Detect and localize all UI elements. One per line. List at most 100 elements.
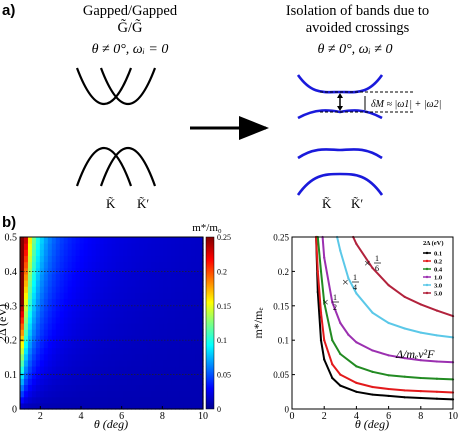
heatmap-cell (171, 384, 176, 392)
heatmap-cell (99, 372, 105, 379)
heatmap-cell (20, 310, 25, 318)
heatmap-cell (127, 353, 132, 361)
heatmap-cell (199, 323, 204, 330)
heatmap-cell (47, 255, 53, 263)
line-y-tick-label: 0 (285, 405, 290, 415)
heatmap-cell (103, 280, 109, 287)
heatmap-cell (139, 286, 144, 293)
heatmap-cell (51, 335, 57, 343)
heatmap-cell (143, 323, 148, 330)
heatmap-cell (199, 384, 204, 392)
heatmap-cell (115, 286, 121, 293)
heatmap-cell (139, 261, 144, 269)
annot-den-sixth: 6 (375, 264, 379, 273)
heatmap-cell (59, 378, 65, 386)
heatmap-cell (179, 366, 184, 373)
heatmap-cell (91, 243, 97, 250)
heatmap-cell (99, 335, 105, 343)
heatmap-cell (139, 402, 144, 410)
heatmap-cell (35, 316, 41, 324)
heatmap-cell (155, 353, 160, 361)
heatmap-cell (159, 347, 164, 355)
heatmap-cell (111, 237, 117, 244)
heatmap-cell (51, 286, 57, 293)
heatmap-cell (119, 390, 125, 398)
heatmap-cell (75, 255, 81, 263)
heatmap-cell (171, 353, 176, 361)
heatmap-cell (115, 347, 121, 355)
heatmap-cell (115, 390, 121, 398)
heatmap-cell (179, 353, 184, 361)
heatmap-cell (139, 298, 144, 306)
heatmap-cell (75, 366, 81, 373)
series-point (371, 266, 374, 270)
heatmap-cell (179, 310, 184, 318)
heatmap-cell (187, 298, 192, 306)
heatmap-cell (59, 384, 65, 392)
heatmap-cell (43, 237, 49, 244)
heatmap-cell (191, 359, 196, 367)
heatmap-cell (59, 310, 65, 318)
heatmap-cell (179, 292, 184, 300)
heatmap-cell (91, 310, 97, 318)
heatmap-cell (63, 249, 69, 257)
series-line (316, 236, 454, 381)
heatmap-cell (67, 292, 73, 300)
heatmap-cell (171, 347, 176, 355)
heatmap-cell (151, 329, 156, 336)
heatmap-cell (23, 384, 29, 392)
heatmap-cell (67, 353, 73, 361)
heatmap-cell (103, 273, 109, 281)
heatmap-cell (199, 286, 204, 293)
series-point (331, 339, 334, 342)
heatmap-cell (135, 329, 140, 336)
heatmap-cell (171, 292, 176, 300)
heatmap-cell (55, 372, 61, 379)
heatmap-cell (79, 243, 85, 250)
heatmap-cell (159, 280, 164, 287)
heatmap-cell (39, 243, 45, 250)
heatmap-cell (147, 255, 152, 263)
heatmap-cell (31, 261, 37, 269)
heatmap-cell (175, 310, 180, 318)
heatmap-cell (107, 286, 113, 293)
heatmap-cell (111, 359, 117, 367)
heatmap-cell (151, 316, 156, 324)
heatmap-cell (55, 390, 61, 398)
legend-marker (425, 267, 429, 271)
heatmap-cell (147, 390, 152, 398)
heatmap-cell (27, 341, 33, 349)
heatmap-cell (39, 396, 45, 404)
heatmap-cell (135, 304, 140, 312)
heatmap-cell (155, 243, 160, 250)
heatmap-cell (91, 304, 97, 312)
heatmap-cell (119, 243, 125, 250)
heatmap-cell (23, 396, 29, 404)
heatmap-cell (199, 310, 204, 318)
heatmap-cell (95, 329, 101, 336)
heatmap-cell (83, 316, 89, 324)
heatmap-cell (43, 335, 49, 343)
heatmap-cell (71, 390, 77, 398)
heatmap-cell (127, 237, 132, 244)
series-point (355, 390, 358, 393)
heatmap-cell (123, 323, 129, 330)
heatmap-cell (167, 390, 172, 398)
heatmap-cell (23, 329, 29, 336)
annot-num-fourth: 1 (353, 273, 357, 282)
heatmap-cell (187, 286, 192, 293)
legend-marker (425, 275, 429, 279)
heatmap-cell (155, 323, 160, 330)
heatmap-cell (39, 366, 45, 373)
heatmap-cell (75, 329, 81, 336)
heatmap-cell (27, 402, 33, 410)
heatmap-cell (91, 273, 97, 281)
heatmap-cell (171, 323, 176, 330)
heatmap-cell (67, 255, 73, 263)
heatmap-cell (115, 280, 121, 287)
heatmap-x-tick-label: 2 (38, 411, 43, 422)
heatmap-cell (131, 366, 136, 373)
heatmap-cell (151, 237, 156, 244)
heatmap-cell (107, 353, 113, 361)
heatmap-cell (111, 335, 117, 343)
